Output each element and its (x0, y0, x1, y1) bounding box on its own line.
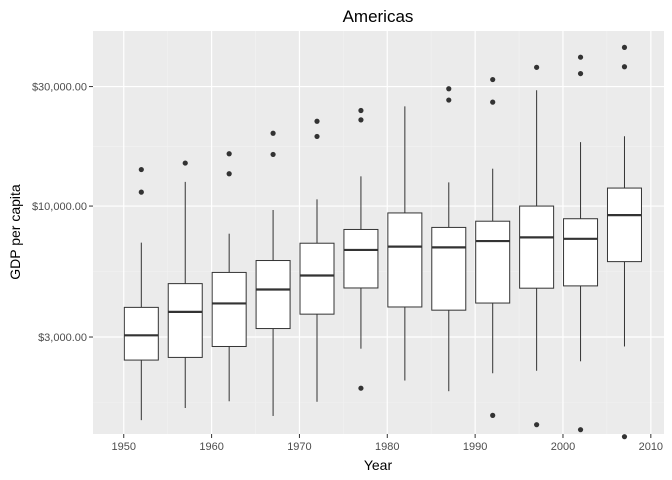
outlier-point (621, 434, 628, 440)
x-tick-label: 1970 (287, 441, 311, 453)
x-axis-title: Year (364, 457, 393, 473)
outlier-point (358, 385, 364, 391)
y-tick-label: $30,000.00 (32, 82, 87, 94)
y-tick-label: $3,000.00 (38, 332, 87, 344)
major-gridlines (93, 31, 664, 434)
box-1987 (431, 86, 467, 392)
box-iqr (606, 187, 642, 263)
outlier-point (358, 117, 364, 123)
box-1957 (167, 160, 203, 409)
box-iqr (167, 283, 203, 358)
box-2007 (606, 44, 642, 440)
box-iqr (255, 260, 291, 330)
box-1997 (519, 64, 555, 428)
outlier-point (490, 76, 496, 83)
box-1972 (299, 118, 335, 402)
outlier-point (314, 133, 320, 140)
outlier-point (490, 412, 496, 418)
outlier-point (621, 44, 628, 51)
outlier-point (270, 130, 276, 136)
y-axis: $3,000.00 $10,000.00 $30,000.00 (32, 82, 93, 344)
outlier-point (182, 160, 188, 166)
outlier-point (226, 151, 232, 157)
outlier-point (314, 118, 320, 124)
x-tick-label: 1990 (463, 441, 487, 453)
box-iqr (123, 306, 159, 361)
outlier-point (577, 427, 584, 433)
x-axis: 1950 1960 1970 1980 1990 2000 2010 (112, 434, 663, 453)
chart-title: Americas (343, 7, 414, 26)
outlier-point (621, 64, 628, 70)
box-iqr (299, 242, 335, 315)
box-2002 (563, 54, 599, 433)
box-iqr (475, 220, 511, 304)
y-axis-title: GDP per capita (7, 184, 23, 280)
outlier-point (534, 64, 540, 70)
x-tick-label: 2010 (639, 441, 663, 453)
box-1952 (123, 166, 159, 421)
outlier-point (534, 422, 540, 428)
outlier-point (446, 86, 452, 92)
outlier-point (138, 189, 144, 195)
box-iqr (387, 212, 423, 308)
outlier-point (270, 151, 276, 158)
x-tick-label: 1980 (375, 441, 399, 453)
box-1977 (343, 107, 379, 391)
y-tick-label: $10,000.00 (32, 201, 87, 213)
box-iqr (519, 205, 555, 289)
box-1982 (387, 106, 423, 381)
outlier-point (226, 171, 232, 177)
outlier-point (577, 54, 584, 60)
box-iqr (431, 226, 467, 311)
box-iqr (343, 228, 379, 289)
box-iqr (563, 218, 599, 287)
x-tick-label: 1960 (199, 441, 223, 453)
x-tick-label: 2000 (551, 441, 575, 453)
box-1962 (211, 151, 247, 402)
outlier-point (138, 166, 144, 173)
outlier-point (446, 97, 452, 103)
outlier-point (358, 107, 364, 114)
boxes-layer (123, 44, 642, 440)
x-tick-label: 1950 (112, 441, 136, 453)
outlier-point (490, 99, 496, 105)
box-1967 (255, 130, 291, 416)
outlier-point (577, 70, 584, 77)
box-1992 (475, 76, 511, 418)
box-iqr (211, 271, 247, 347)
